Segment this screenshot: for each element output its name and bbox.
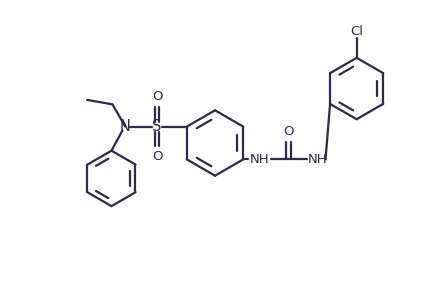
Text: O: O <box>152 150 162 163</box>
Text: NH: NH <box>308 153 327 166</box>
Text: O: O <box>284 125 294 138</box>
Text: Cl: Cl <box>350 25 363 37</box>
Text: S: S <box>152 119 162 134</box>
Text: O: O <box>152 90 162 104</box>
Text: NH: NH <box>249 153 269 166</box>
Text: N: N <box>120 119 131 134</box>
